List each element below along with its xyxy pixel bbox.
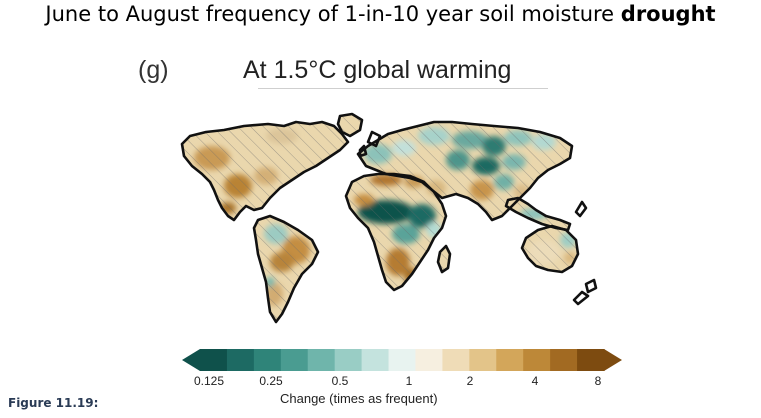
world-map — [172, 112, 612, 327]
main-title: June to August frequency of 1-in-10 year… — [0, 2, 761, 26]
world-map-svg — [180, 112, 598, 324]
colorbar-min-arrow — [182, 349, 200, 371]
colorbar-segment — [415, 349, 443, 371]
panel-label: (g) — [138, 56, 169, 84]
colorbar-segment — [307, 349, 336, 371]
colorbar — [182, 349, 622, 371]
colorbar-max-arrow — [604, 349, 622, 371]
colorbar-segment — [523, 349, 551, 371]
colorbar-tick-label: 8 — [594, 374, 602, 388]
colorbar-segment — [550, 349, 578, 371]
colorbar-segment — [226, 349, 255, 371]
coastlines — [180, 112, 598, 324]
colorbar-tick-label: 0.5 — [331, 374, 349, 388]
colorbar-segment — [469, 349, 497, 371]
colorbar-label: Change (times as frequent) — [280, 391, 438, 406]
colorbar-segment — [253, 349, 282, 371]
colorbar-segment — [200, 349, 228, 371]
colorbar-tick-label: 1 — [405, 374, 413, 388]
colorbar-tick-label: 0.25 — [259, 374, 283, 388]
colorbar-segment — [496, 349, 524, 371]
main-title-emphasis: drought — [620, 2, 716, 26]
colorbar-tick-label: 0.125 — [193, 374, 225, 388]
colorbar-tick-label: 2 — [466, 374, 474, 388]
colorbar-segment — [388, 349, 417, 371]
figure-label: Figure 11.19: — [8, 396, 99, 410]
colorbar-svg — [182, 349, 622, 371]
main-title-prefix: June to August frequency of 1-in-10 year… — [45, 2, 621, 26]
colorbar-segment — [334, 349, 363, 371]
colorbar-segment — [361, 349, 390, 371]
colorbar-segment — [442, 349, 470, 371]
colorbar-segment — [280, 349, 309, 371]
panel-title: At 1.5°C global warming — [243, 56, 512, 84]
colorbar-tick-label: 4 — [531, 374, 539, 388]
colorbar-segment — [577, 349, 605, 371]
drought-frequency-field — [182, 114, 578, 322]
title-divider — [258, 88, 548, 89]
